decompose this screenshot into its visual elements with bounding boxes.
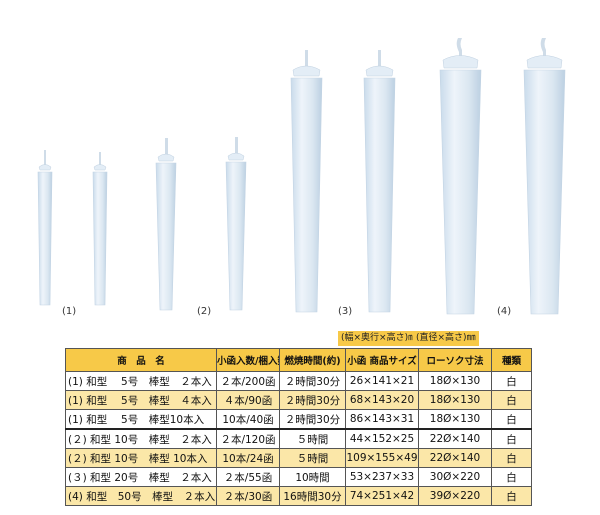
cell-box-size: 26×141×21 [345, 371, 419, 391]
cell-pack-count: ２本/30函 [216, 486, 280, 506]
cell-pack-count: ４本/90函 [216, 390, 280, 410]
header-candle-size: ローソク寸法 [418, 348, 492, 372]
candle-2a [155, 138, 177, 311]
candle-2b [225, 137, 247, 311]
candle-3b [363, 50, 396, 313]
table-row: (4) 和型 50号 棒型 ２本入 ２本/30函 16時間30分 74×251×… [65, 486, 532, 506]
cell-burn-time: 10時間 [279, 467, 346, 487]
cell-type: 白 [491, 409, 532, 430]
candle-4b [523, 38, 566, 315]
cell-burn-time: ２時間30分 [279, 390, 346, 410]
cell-box-size: 74×251×42 [345, 486, 419, 506]
cell-candle-size: 18Ø×130 [418, 390, 492, 410]
cell-candle-size: 18Ø×130 [418, 409, 492, 430]
table-row: (３) 和型 20号 棒型 ２本入 ２本/55函 10時間 53×237×33 … [65, 467, 532, 487]
table-row: (1) 和型 5号 棒型10本入 10本/40函 ２時間30分 86×143×3… [65, 409, 532, 430]
cell-burn-time: ２時間30分 [279, 409, 346, 430]
candles-illustration [37, 38, 566, 315]
cell-pack-count: 10本/40函 [216, 409, 280, 430]
cell-product-name: (1) 和型 5号 棒型10本入 [65, 409, 217, 430]
product-spec-table: 商 品 名 小函入数/梱入数 燃焼時間(約) 小函 商品サイズ ローソク寸法 種… [65, 348, 532, 506]
cell-type: 白 [491, 371, 532, 391]
cell-box-size: 44×152×25 [345, 428, 419, 449]
cell-product-name: (4) 和型 50号 棒型 ２本入 [65, 486, 217, 506]
header-pack-count: 小函入数/梱入数 [216, 348, 280, 372]
cell-candle-size: 22Ø×140 [418, 448, 492, 468]
cell-pack-count: 10本/24函 [216, 448, 280, 468]
table-row: (1) 和型 5号 棒型 ４本入 ４本/90函 ２時間30分 68×143×20… [65, 390, 532, 410]
header-burn-time: 燃焼時間(約) [279, 348, 346, 372]
cell-type: 白 [491, 486, 532, 506]
group-label-4: (4) [497, 306, 512, 317]
header-product-name: 商 品 名 [65, 348, 217, 372]
cell-box-size: 109×155×49 [345, 448, 419, 468]
cell-candle-size: 18Ø×130 [418, 371, 492, 391]
candle-3a [290, 50, 323, 313]
cell-pack-count: ２本/120函 [216, 428, 280, 449]
cell-type: 白 [491, 390, 532, 410]
cell-candle-size: 39Ø×220 [418, 486, 492, 506]
cell-type: 白 [491, 428, 532, 449]
candle-dimensions-label: (直径×高さ)㎜ [413, 331, 479, 346]
table-row: (２) 和型 10号 棒型 ２本入 ２本/120函 ５時間 44×152×25 … [65, 428, 532, 449]
group-label-2: (2) [197, 306, 212, 317]
size-dimensions-label: (幅×奥行×高さ)㎜ [338, 331, 421, 346]
header-type: 種類 [491, 348, 532, 372]
cell-candle-size: 30Ø×220 [418, 467, 492, 487]
cell-box-size: 68×143×20 [345, 390, 419, 410]
table-header-row: 商 品 名 小函入数/梱入数 燃焼時間(約) 小函 商品サイズ ローソク寸法 種… [65, 348, 532, 372]
table-row: (２) 和型 10号 棒型 10本入 10本/24函 ５時間 109×155×4… [65, 448, 532, 468]
cell-type: 白 [491, 467, 532, 487]
candle-1b [92, 152, 108, 306]
cell-box-size: 86×143×31 [345, 409, 419, 430]
candle-4a [439, 38, 482, 315]
cell-candle-size: 22Ø×140 [418, 428, 492, 449]
cell-product-name: (２) 和型 10号 棒型 10本入 [65, 448, 217, 468]
cell-burn-time: 16時間30分 [279, 486, 346, 506]
cell-type: 白 [491, 448, 532, 468]
cell-burn-time: ２時間30分 [279, 371, 346, 391]
cell-pack-count: ２本/55函 [216, 467, 280, 487]
cell-burn-time: ５時間 [279, 448, 346, 468]
cell-burn-time: ５時間 [279, 428, 346, 449]
cell-product-name: (1) 和型 5号 棒型 ２本入 [65, 371, 217, 391]
cell-product-name: (1) 和型 5号 棒型 ４本入 [65, 390, 217, 410]
cell-pack-count: ２本/200函 [216, 371, 280, 391]
header-box-size: 小函 商品サイズ [345, 348, 419, 372]
candle-1a [37, 150, 53, 306]
group-label-1: (1) [62, 306, 77, 317]
table-row: (1) 和型 5号 棒型 ２本入 ２本/200函 ２時間30分 26×141×2… [65, 371, 532, 391]
group-label-3: (3) [338, 306, 353, 317]
cell-product-name: (３) 和型 20号 棒型 ２本入 [65, 467, 217, 487]
cell-product-name: (２) 和型 10号 棒型 ２本入 [65, 428, 217, 449]
cell-box-size: 53×237×33 [345, 467, 419, 487]
